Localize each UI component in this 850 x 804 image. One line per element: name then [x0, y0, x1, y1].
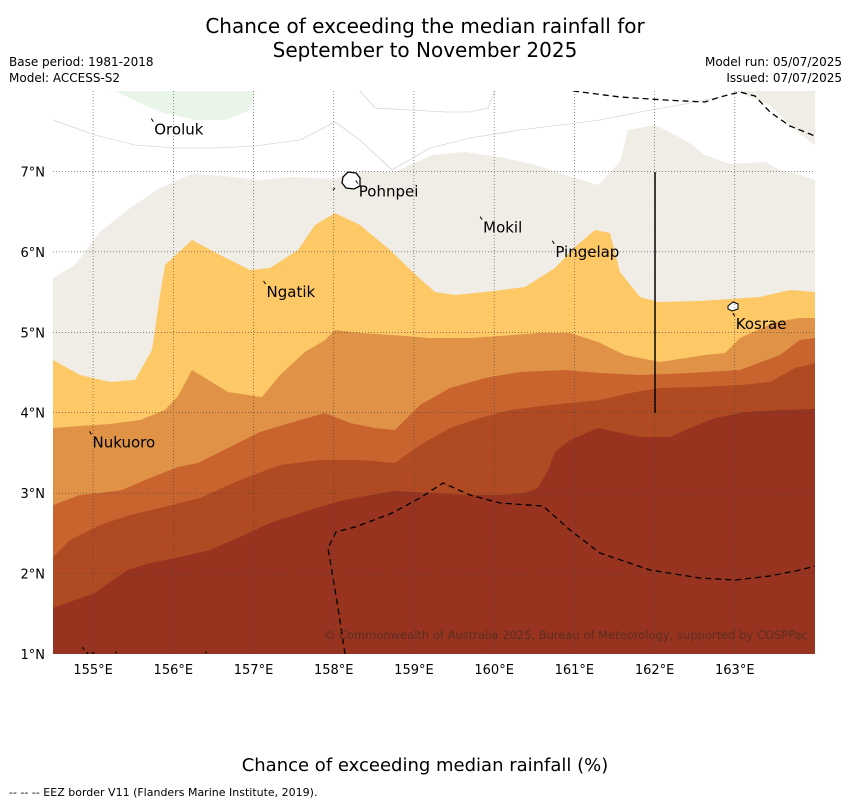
- model-text: Model: ACCESS-S2: [9, 71, 121, 85]
- x-tick-label: 161°E: [555, 663, 595, 678]
- x-tick-label: 158°E: [314, 663, 354, 678]
- band-below-20: [53, 409, 815, 654]
- y-tick-label: 4°N: [21, 407, 46, 422]
- place-marker: [479, 216, 483, 220]
- forecast-map: Oroluk Pohnpei Mokil Pingelap Ngatik Kosrae Nu…: [21, 91, 815, 678]
- place-label-oroluk: Oroluk: [154, 121, 203, 139]
- y-tick-labels: 1°N 2°N 3°N 4°N 5°N 6°N 7°N: [21, 165, 46, 663]
- place-marker: [81, 646, 85, 651]
- eez-footnote: -- -- -- EEZ border V11 (Flanders Marine…: [9, 786, 318, 799]
- title-line-2: September to November 2025: [272, 38, 578, 62]
- meta-left: Base period: 1981-2018 Model: ACCESS-S2: [9, 54, 154, 86]
- x-tick-label: 157°E: [234, 663, 274, 678]
- x-tick-label: 163°E: [715, 663, 755, 678]
- eez-border-south: [327, 482, 815, 654]
- place-label-nukuoro: Nukuoro: [93, 433, 156, 451]
- band-40-45-top-right: [735, 91, 815, 145]
- x-tick-label: 156°E: [154, 663, 194, 678]
- place-marker: [89, 431, 92, 435]
- place-label-pohnpei: Pohnpei: [359, 182, 419, 200]
- faint-contour-line-2: [359, 91, 496, 113]
- title-line-1: Chance of exceeding the median rainfall …: [205, 14, 645, 38]
- place-marker: [732, 312, 736, 317]
- place-marker: [150, 118, 154, 122]
- probability-field: Oroluk Pohnpei Mokil Pingelap Ngatik Kosrae Nu…: [53, 91, 815, 667]
- y-tick-label: 7°N: [21, 165, 46, 180]
- faint-contour-line: [53, 96, 721, 171]
- pohnpei-tick: [332, 187, 336, 191]
- place-label-kosrae: Kosrae: [736, 315, 787, 333]
- place-marker: [551, 240, 555, 245]
- place-labels: Oroluk Pohnpei Mokil Pingelap Ngatik Kosrae Nu…: [81, 118, 787, 667]
- map-title: Chance of exceeding the median rainfall …: [0, 14, 850, 62]
- x-tick-label: 159°E: [394, 663, 434, 678]
- place-marker: [263, 280, 266, 285]
- kosrae-island-outline: [727, 301, 739, 312]
- gridlines: [53, 91, 815, 654]
- place-marker: [355, 180, 359, 184]
- place-label-mokil: Mokil: [483, 219, 522, 237]
- y-tick-label: 6°N: [21, 246, 46, 261]
- model-run-text: Model run: 05/07/2025: [704, 55, 842, 69]
- y-tick-label: 1°N: [21, 648, 46, 663]
- x-tick-label: 160°E: [474, 663, 514, 678]
- base-period-text: Base period: 1981-2018: [9, 55, 154, 69]
- x-tick-label: 155°E: [73, 663, 113, 678]
- pohnpei-island-outline: [341, 171, 361, 190]
- place-label-ngatik: Ngatik: [267, 283, 316, 301]
- meta-right: Model run: 05/07/2025 Issued: 07/07/2025: [705, 54, 842, 86]
- place-label-pingelap: Pingelap: [555, 243, 619, 261]
- x-tick-labels: 155°E 156°E 157°E 158°E 159°E 160°E 161°E 162°E…: [73, 663, 754, 678]
- issued-text: Issued: 07/07/2025: [726, 71, 842, 85]
- y-tick-label: 5°N: [21, 326, 46, 341]
- y-tick-label: 3°N: [21, 487, 46, 502]
- x-tick-label: 162°E: [635, 663, 675, 678]
- colorbar-label: Chance of exceeding median rainfall (%): [241, 755, 609, 776]
- copyright-text: © Commonwealth of Australia 2025, Bureau…: [324, 628, 808, 642]
- y-tick-label: 2°N: [21, 568, 46, 583]
- place-label-kapingamarangi: Kapingamarangi: [85, 649, 208, 667]
- band-55-60: [115, 91, 255, 120]
